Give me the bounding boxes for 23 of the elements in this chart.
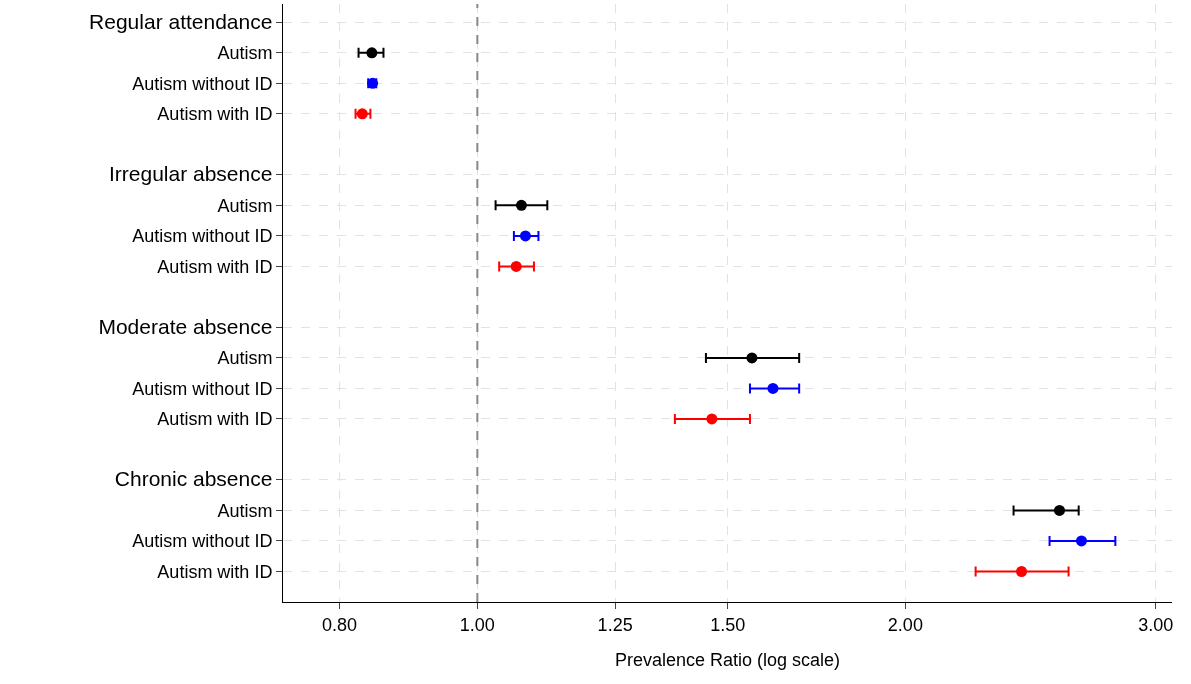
y-tick-label: Autism [217, 43, 273, 64]
y-tick-label: Autism with ID [157, 104, 273, 125]
y-tick-label: Autism [217, 348, 273, 369]
y-tick-label: Chronic absence [114, 467, 273, 491]
y-tick-label: Autism without ID [132, 378, 273, 399]
x-tick-label: 1.25 [597, 614, 633, 635]
y-tick-label: Autism with ID [157, 561, 273, 582]
y-tick-label: Autism without ID [132, 226, 273, 247]
y-tick-label: Autism without ID [132, 73, 273, 94]
x-axis-title: Prevalence Ratio (log scale) [614, 650, 841, 670]
x-tick-label: 3.00 [1138, 614, 1174, 635]
y-tick-label: Irregular absence [108, 162, 273, 186]
x-tick-label: 1.00 [459, 614, 495, 635]
y-tick-label: Regular attendance [89, 9, 273, 33]
x-tick-label: 0.80 [322, 614, 358, 635]
y-tick-label: Autism with ID [157, 256, 273, 277]
y-tick-label: Autism without ID [132, 531, 273, 552]
x-tick-label: 1.50 [710, 614, 746, 635]
y-tick-label: Moderate absence [98, 314, 273, 338]
y-tick-label: Autism [217, 195, 273, 216]
x-tick-label: 2.00 [887, 614, 923, 635]
y-tick-label: Autism [217, 500, 273, 521]
y-tick-label: Autism with ID [157, 409, 273, 430]
